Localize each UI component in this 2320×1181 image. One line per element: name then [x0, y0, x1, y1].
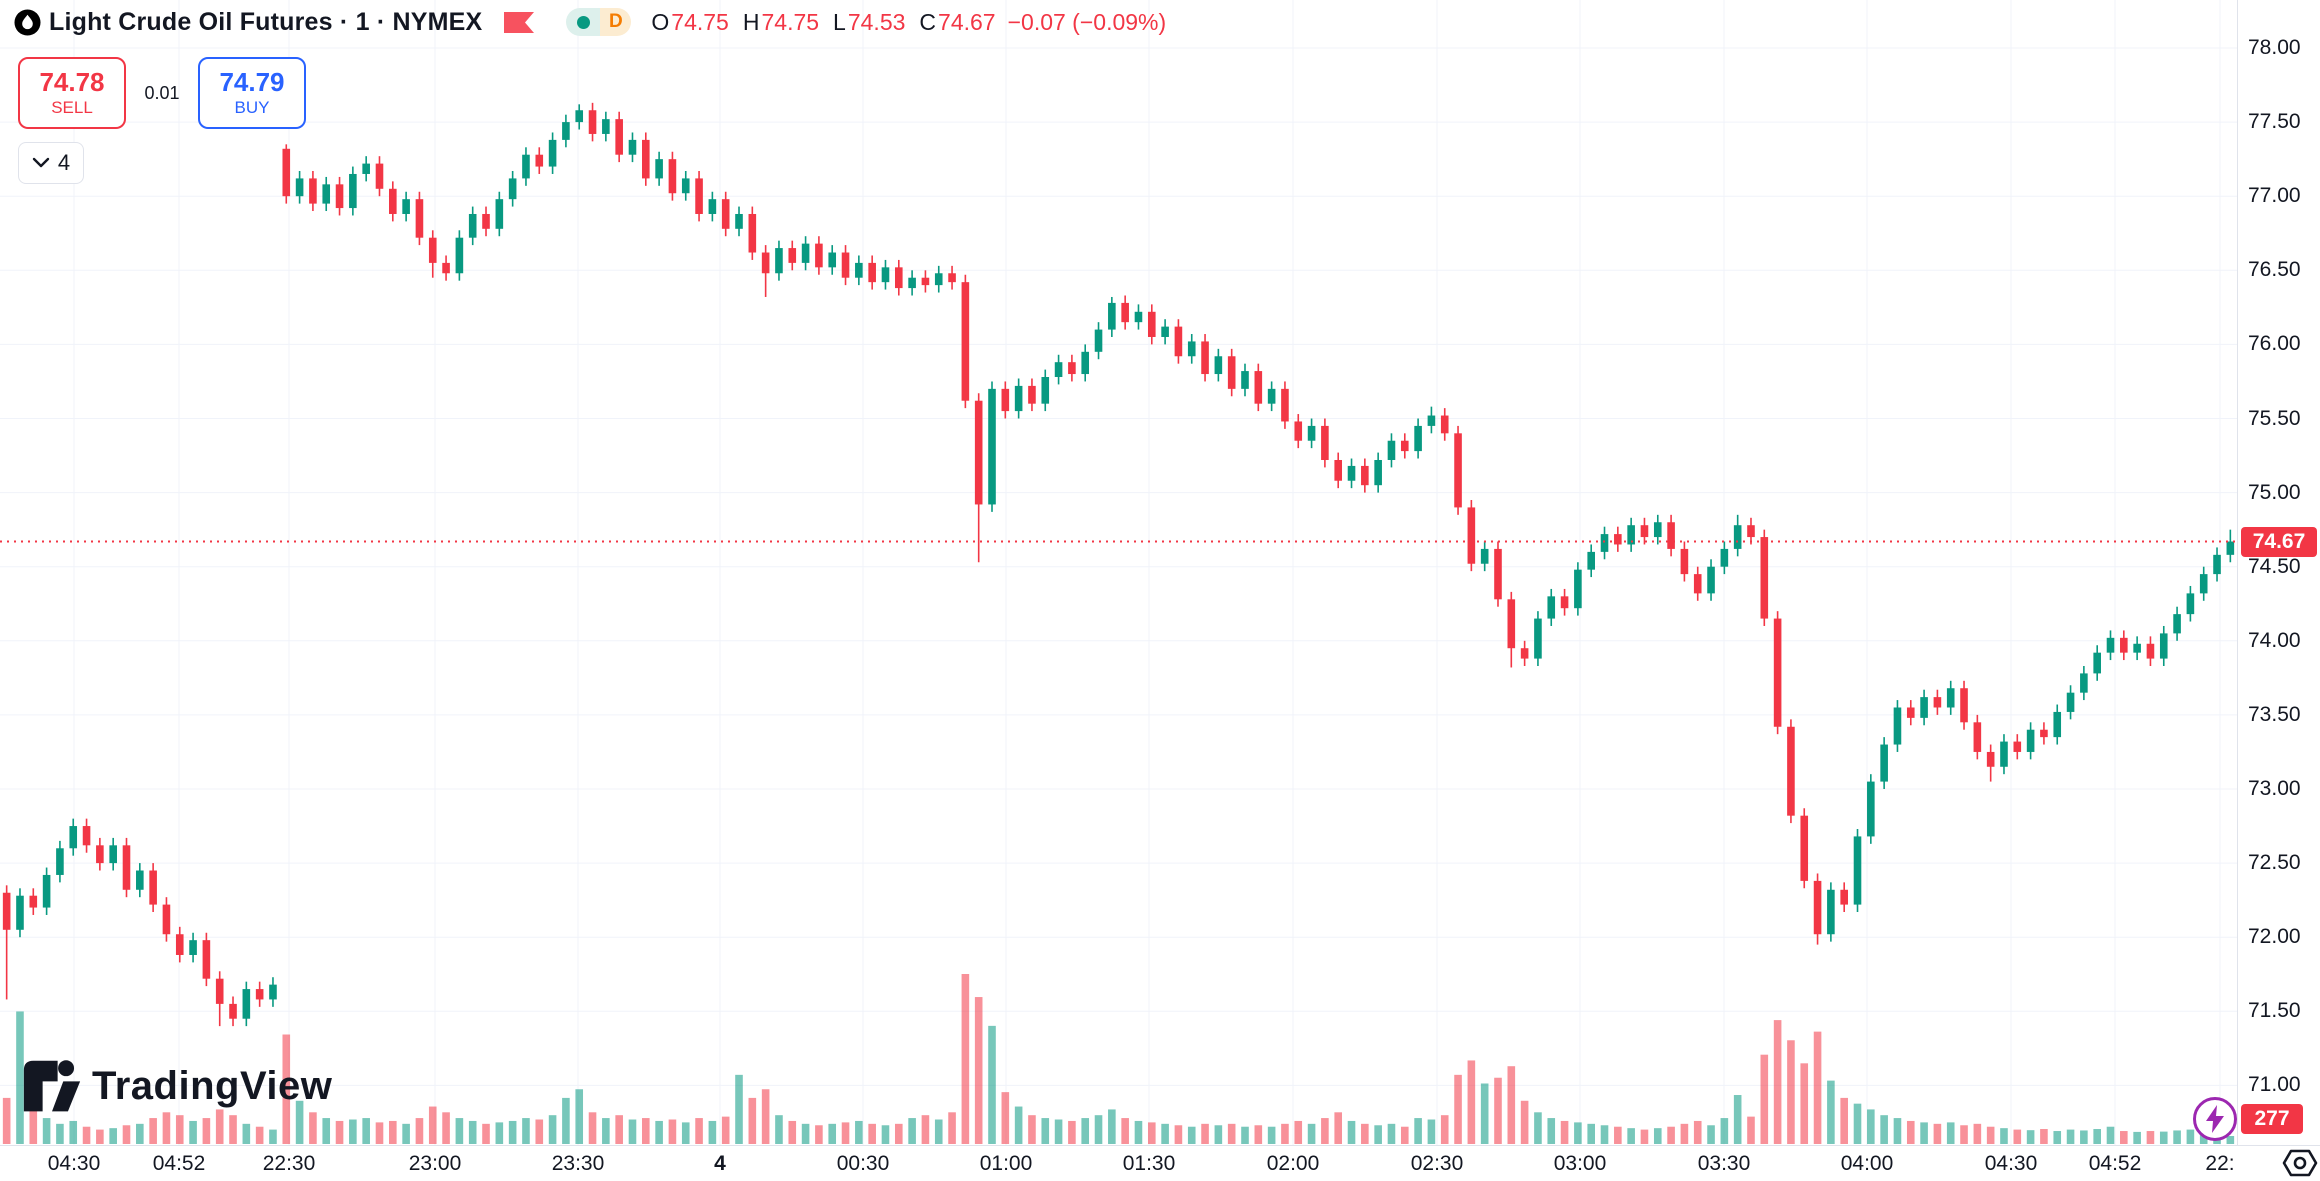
object-tree-button[interactable]: 4 [18, 142, 84, 184]
close-label: C [919, 8, 937, 35]
flash-trade-button[interactable] [2193, 1097, 2237, 1141]
price-axis-label: 71.50 [2248, 999, 2301, 1023]
close-value: 74.67 [938, 8, 996, 35]
price-axis-label: 72.00 [2248, 925, 2301, 949]
high-label: H [742, 8, 760, 35]
price-axis-label: 71.00 [2248, 1073, 2301, 1097]
time-axis[interactable]: 04:30 04:52 22:30 23:00 23:30 4 00:30 01:00 01:3… [0, 1145, 2320, 1181]
change-value: −0.07 (−0.09%) [1007, 8, 1167, 35]
chevron-down-icon [32, 157, 50, 168]
market-open-dot-icon [576, 15, 590, 29]
high-value: 74.75 [761, 8, 820, 35]
object-tree-count: 4 [57, 150, 71, 175]
sell-price: 74.78 [39, 67, 105, 98]
price-axis-label: 75.50 [2248, 406, 2301, 430]
price-axis-label: 76.50 [2248, 258, 2301, 282]
tradingview-watermark: TradingView [22, 1058, 332, 1114]
symbol-title[interactable]: Light Crude Oil Futures · 1 · NYMEX [49, 7, 483, 36]
delayed-data-badge: D [600, 8, 632, 36]
spread-value: 0.01 [144, 82, 180, 103]
order-panel: 74.78 SELL 0.01 74.79 BUY [18, 57, 306, 129]
time-axis-label: 23:00 [408, 1152, 462, 1175]
last-price-badge: 74.67 [2241, 526, 2317, 557]
price-axis-label: 72.50 [2248, 851, 2301, 875]
price-axis-label: 76.00 [2248, 332, 2301, 356]
lightning-bolt-icon [2206, 1105, 2224, 1133]
low-value: 74.53 [847, 8, 906, 35]
market-status-pill[interactable]: D [566, 8, 632, 36]
price-axis-label: 78.00 [2248, 36, 2301, 59]
watermark-text: TradingView [92, 1063, 333, 1108]
market-open-status [566, 8, 601, 36]
time-axis-label: 00:30 [836, 1152, 890, 1175]
tradingview-logo-icon [23, 1060, 81, 1112]
buy-button[interactable]: 74.79 BUY [198, 57, 306, 129]
ohlc-readout: O 74.75 H 74.75 L 74.53 C 74.67 −0.07 (−0.09… [651, 9, 1166, 36]
low-label: L [833, 8, 846, 35]
price-axis-label: 73.50 [2248, 702, 2301, 726]
time-axis-label: 02:00 [1266, 1152, 1320, 1175]
sell-label: SELL [51, 98, 93, 118]
time-axis-label: 22: [2205, 1152, 2235, 1175]
buy-label: BUY [234, 98, 270, 118]
time-axis-label: 03:00 [1553, 1152, 1607, 1175]
sell-button[interactable]: 74.78 SELL [18, 57, 126, 129]
price-axis-label: 77.50 [2248, 110, 2301, 134]
candles-layer [2, 102, 2235, 1027]
time-axis-label: 4 [714, 1152, 726, 1175]
price-axis[interactable]: 78.00 77.50 77.00 76.50 76.00 75.50 75.00 74.50… [2237, 0, 2320, 1145]
time-axis-label: 04:00 [1840, 1152, 1894, 1175]
time-axis-label: 02:30 [1410, 1152, 1464, 1175]
axis-settings-button[interactable] [2281, 1149, 2319, 1177]
buy-price: 74.79 [219, 67, 285, 98]
price-axis-label: 75.00 [2248, 480, 2301, 504]
oil-symbol-logo-icon [14, 8, 41, 36]
time-axis-label: 01:30 [1122, 1152, 1176, 1175]
flag-icon[interactable] [504, 11, 535, 33]
time-axis-label: 04:30 [47, 1152, 101, 1175]
volume-value-badge: 277 [2241, 1104, 2303, 1134]
open-label: O [651, 8, 670, 35]
volume-layer [2, 974, 2235, 1144]
price-axis-label: 74.50 [2248, 554, 2301, 578]
time-axis-label: 22:30 [262, 1152, 316, 1175]
price-axis-label: 74.00 [2248, 628, 2301, 652]
open-value: 74.75 [671, 8, 729, 35]
hexagon-settings-icon [2282, 1149, 2318, 1177]
price-axis-label: 77.00 [2248, 184, 2301, 208]
time-axis-label: 04:52 [2088, 1152, 2142, 1175]
time-axis-label: 04:30 [1984, 1152, 2038, 1175]
time-axis-label: 01:00 [979, 1152, 1033, 1175]
time-axis-label: 04:52 [152, 1152, 206, 1175]
gridlines-layer [0, 0, 2237, 1145]
time-axis-label: 23:30 [551, 1152, 605, 1175]
price-axis-label: 73.00 [2248, 777, 2301, 800]
time-axis-label: 03:30 [1697, 1152, 1751, 1175]
